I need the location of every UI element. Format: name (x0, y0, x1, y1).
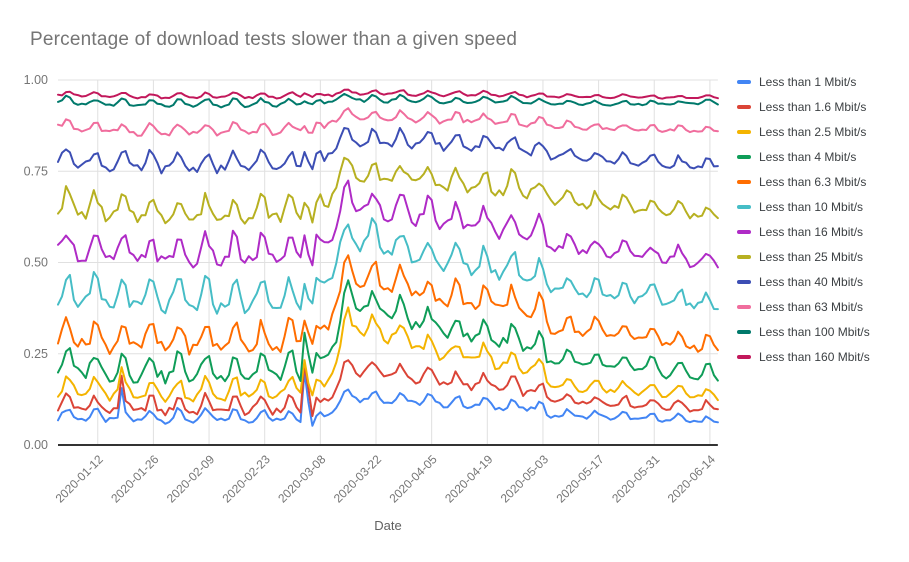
x-tick-label: 2020-02-23 (220, 452, 274, 506)
series-line-10[interactable] (57, 107, 719, 137)
legend-item[interactable]: Less than 6.3 Mbit/s (737, 169, 870, 194)
x-tick-label: 2020-04-19 (442, 452, 496, 506)
legend-swatch-icon (737, 154, 751, 159)
legend-swatch-icon (737, 179, 751, 184)
chart-title: Percentage of download tests slower than… (30, 29, 518, 50)
series-line-6[interactable] (57, 217, 719, 315)
series-lines (57, 88, 719, 427)
y-tick-label: 0.25 (24, 347, 48, 361)
legend-label: Less than 1 Mbit/s (759, 74, 857, 89)
legend-label: Less than 16 Mbit/s (759, 224, 864, 239)
legend-item[interactable]: Less than 40 Mbit/s (737, 269, 870, 294)
series-line-9[interactable] (57, 127, 719, 175)
legend-label: Less than 6.3 Mbit/s (759, 174, 867, 189)
legend-item[interactable]: Less than 1 Mbit/s (737, 69, 870, 94)
legend-swatch-icon (737, 204, 751, 209)
legend-swatch-icon (737, 279, 751, 284)
legend-item[interactable]: Less than 16 Mbit/s (737, 219, 870, 244)
legend-item[interactable]: Less than 2.5 Mbit/s (737, 119, 870, 144)
series-line-5[interactable] (57, 254, 719, 356)
legend-label: Less than 160 Mbit/s (759, 349, 870, 364)
legend-label: Less than 25 Mbit/s (759, 249, 864, 264)
x-tick-label: 2020-05-03 (498, 452, 552, 506)
legend-swatch-icon (737, 354, 751, 359)
x-tick-label: 2020-05-31 (609, 452, 663, 506)
legend-item[interactable]: Less than 160 Mbit/s (737, 344, 870, 369)
legend-label: Less than 2.5 Mbit/s (759, 124, 867, 139)
x-tick-label: 2020-01-26 (108, 452, 162, 506)
legend-label: Less than 63 Mbit/s (759, 299, 864, 314)
legend-label: Less than 4 Mbit/s (759, 149, 857, 164)
x-axis-title: Date (374, 518, 401, 533)
legend-swatch-icon (737, 254, 751, 259)
legend-label: Less than 1.6 Mbit/s (759, 99, 867, 114)
series-line-1[interactable] (57, 370, 719, 427)
x-tick-label: 2020-06-14 (665, 452, 719, 506)
series-line-7[interactable] (57, 179, 719, 269)
legend-label: Less than 100 Mbit/s (759, 324, 870, 339)
legend-swatch-icon (737, 79, 751, 84)
x-tick-label: 2020-04-05 (386, 452, 440, 506)
legend-label: Less than 40 Mbit/s (759, 274, 864, 289)
x-axis-labels: 2020-01-12 2020-01-26 2020-02-09 2020-02-23… (53, 452, 719, 506)
legend-item[interactable]: Less than 1.6 Mbit/s (737, 94, 870, 119)
legend-item[interactable]: Less than 10 Mbit/s (737, 194, 870, 219)
legend: Less than 1 Mbit/s Less than 1.6 Mbit/s Le… (737, 69, 870, 369)
series-line-3[interactable] (57, 306, 719, 403)
y-tick-label: 0.75 (24, 164, 48, 178)
y-tick-label: 1.00 (24, 73, 48, 87)
series-line-11[interactable] (57, 92, 719, 109)
y-axis-labels: 0.00 0.25 0.50 0.75 1.00 (24, 73, 48, 452)
x-tick-label: 2020-02-09 (164, 452, 218, 506)
legend-swatch-icon (737, 304, 751, 309)
series-line-12[interactable] (57, 88, 719, 100)
legend-item[interactable]: Less than 100 Mbit/s (737, 319, 870, 344)
legend-swatch-icon (737, 229, 751, 234)
x-tick-label: 2020-03-22 (331, 452, 385, 506)
legend-swatch-icon (737, 104, 751, 109)
x-tick-label: 2020-01-12 (53, 452, 107, 506)
series-line-8[interactable] (57, 156, 719, 225)
horizontal-gridlines (58, 79, 718, 355)
series-line-2[interactable] (57, 359, 719, 418)
series-line-4[interactable] (57, 279, 719, 385)
legend-swatch-icon (737, 129, 751, 134)
legend-swatch-icon (737, 329, 751, 334)
y-tick-label: 0.00 (24, 438, 48, 452)
legend-item[interactable]: Less than 25 Mbit/s (737, 244, 870, 269)
legend-item[interactable]: Less than 4 Mbit/s (737, 144, 870, 169)
legend-label: Less than 10 Mbit/s (759, 199, 864, 214)
y-tick-label: 0.50 (24, 256, 48, 270)
x-tick-label: 2020-03-08 (275, 452, 329, 506)
x-tick-label: 2020-05-17 (553, 452, 607, 506)
legend-item[interactable]: Less than 63 Mbit/s (737, 294, 870, 319)
